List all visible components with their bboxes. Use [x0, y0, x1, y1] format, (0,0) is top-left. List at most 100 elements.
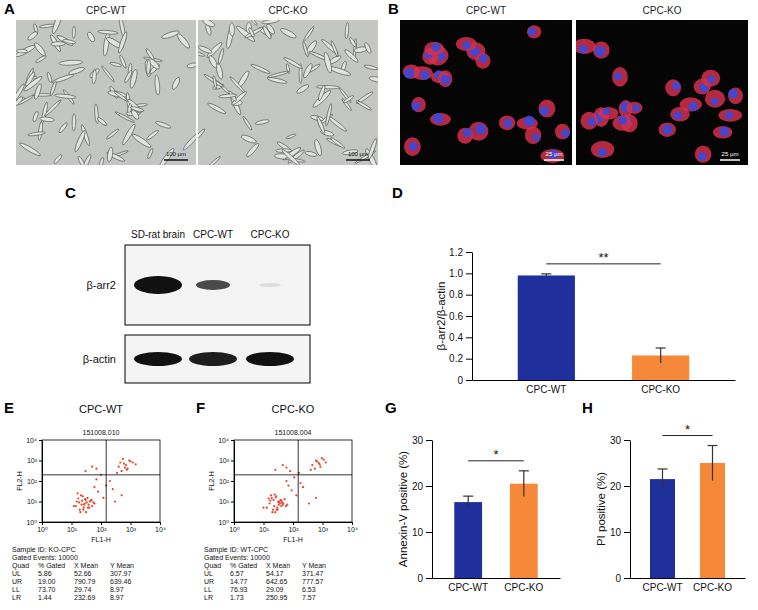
y-tick: 20 [610, 481, 630, 492]
cell [49, 80, 57, 96]
panel-letter: D [392, 184, 403, 201]
plot-frame [234, 440, 352, 522]
x-tick-mark [160, 522, 161, 525]
stats-cell: LR [204, 594, 213, 601]
x-tick-label: 10³ [126, 526, 137, 533]
event-dot [95, 468, 97, 470]
nucleus [595, 46, 606, 57]
y-tick-mark [39, 522, 42, 523]
cell [438, 70, 452, 87]
image-title: CPC-WT [466, 5, 506, 16]
cell [207, 102, 227, 115]
cell [356, 100, 373, 112]
y-tick-label: 0.4 [449, 332, 463, 343]
stats-cell: 8.97 [110, 586, 124, 593]
event-dot [84, 498, 86, 500]
micrograph [576, 20, 748, 165]
gate-line [106, 440, 107, 522]
stats-header: Quad [204, 562, 221, 570]
event-dot [282, 502, 284, 504]
cell [114, 90, 129, 102]
error-cap [519, 470, 529, 471]
stats-cell: 29.09 [266, 586, 284, 593]
nucleus [674, 111, 683, 120]
cell [106, 128, 120, 140]
y-tick-mark [39, 440, 42, 441]
cell [212, 76, 217, 90]
nucleus [433, 113, 444, 124]
cell [46, 72, 52, 83]
y-tick-mark [466, 252, 472, 253]
nucleus [404, 68, 415, 79]
y-tick: 30 [412, 435, 432, 446]
x-axis-line [473, 380, 736, 381]
cell [44, 99, 62, 117]
event-dot [125, 464, 127, 466]
y-tick-mark [426, 440, 432, 441]
y-axis-title: β-arr2/β-actin [435, 282, 447, 351]
gate-line [234, 474, 352, 475]
cell [369, 76, 378, 84]
y-tick-mark [624, 440, 630, 441]
cell [457, 128, 473, 144]
y-tick-mark [231, 461, 234, 462]
nucleus [728, 89, 738, 99]
nucleus [532, 134, 540, 142]
y-tick: 10¹ [219, 498, 234, 505]
chart-subtitle: 151008.010 [83, 429, 120, 436]
y-tick-label: 10⁰ [26, 519, 37, 526]
plot-area [454, 471, 537, 578]
y-tick-label: 20 [412, 481, 424, 492]
event-dot [90, 499, 92, 501]
cell [364, 64, 378, 70]
y-tick-mark [231, 440, 234, 441]
cell [593, 42, 610, 59]
stats-cell: 52.66 [74, 570, 92, 577]
event-dot [87, 507, 89, 509]
y-tick-mark [466, 337, 472, 338]
micrograph [400, 20, 572, 165]
event-dot [271, 497, 273, 499]
x-tick-mark [352, 522, 353, 525]
nucleus [672, 82, 681, 91]
nucleus [463, 128, 472, 137]
y-axis: 00.20.40.60.81.01.2 [449, 247, 472, 386]
cell [262, 20, 279, 25]
x-tick: 10² [288, 522, 299, 533]
event-dot [102, 497, 104, 499]
stats-cell: 5.86 [38, 570, 52, 577]
cell [72, 26, 76, 38]
event-dot [135, 463, 137, 465]
event-dot [79, 511, 81, 513]
y-tick-label: 20 [610, 481, 622, 492]
y-axis-title: FL2-H [208, 471, 215, 490]
panel-letter: G [385, 399, 397, 416]
event-dot [91, 466, 93, 468]
event-dot [285, 480, 287, 482]
cell [171, 76, 181, 90]
x-tick: 10⁴ [347, 522, 358, 533]
event-dot [121, 470, 123, 472]
cell [62, 39, 76, 45]
x-tick-label: CPC-WT [643, 582, 683, 593]
event-dot [90, 500, 92, 502]
y-axis-title: FL2-H [16, 471, 23, 490]
nucleus [708, 75, 716, 83]
x-tick-label: CPC-WT [526, 384, 566, 395]
cell [316, 116, 326, 134]
event-dot [85, 511, 87, 513]
x-axis: CPC-WTCPC-KO [631, 579, 746, 594]
cell [456, 37, 477, 51]
event-dot [86, 501, 88, 503]
event-dot [293, 476, 295, 478]
stats-cell: 777.57 [302, 578, 324, 585]
event-dot [81, 500, 83, 502]
event-dot [284, 498, 286, 500]
cell [117, 31, 128, 54]
y-tick: 10⁴ [26, 437, 42, 444]
event-dot [289, 470, 291, 472]
cell [86, 31, 95, 43]
event-dot [280, 500, 282, 502]
cell [281, 148, 301, 165]
cell [240, 134, 257, 145]
